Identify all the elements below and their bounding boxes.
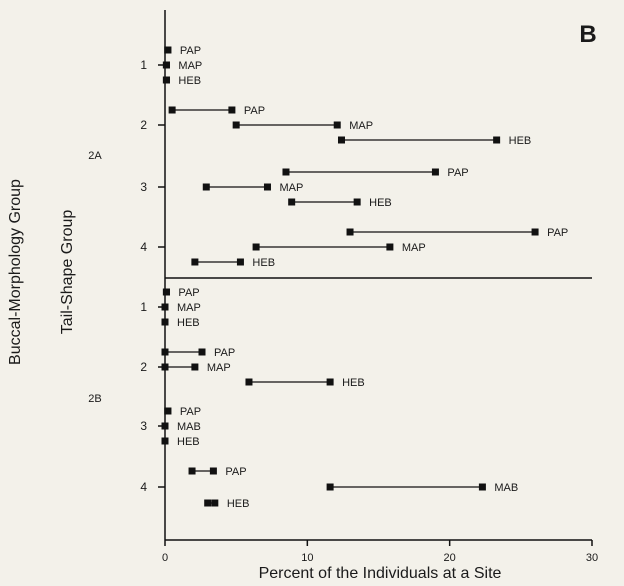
subgroup-label: 4 (140, 240, 147, 254)
series-label: PAP (447, 167, 468, 179)
subgroup-label: 2 (140, 360, 147, 374)
y-axis-title-outer: Buccal-Morphology Group (7, 179, 24, 365)
x-tick-label: 10 (301, 552, 313, 564)
range-max-marker (161, 422, 169, 430)
range-min-marker (346, 228, 354, 236)
range-min-marker (288, 198, 296, 206)
series-label: MAB (177, 421, 201, 433)
range-min-marker (202, 183, 210, 191)
group-label: 2B (88, 393, 101, 405)
range-max-marker (198, 348, 206, 356)
range-max-marker (211, 499, 219, 507)
range-max-marker (531, 228, 539, 236)
y-axis-title-inner: Tail-Shape Group (59, 210, 76, 335)
range-max-marker (164, 407, 172, 415)
x-axis-title: Percent of the Individuals at a Site (259, 565, 502, 582)
range-min-marker (252, 243, 260, 251)
subgroup-label: 1 (140, 58, 147, 72)
series-label: HEB (342, 377, 365, 389)
series-label: MAP (178, 60, 202, 72)
range-max-marker (493, 136, 501, 144)
series-label: PAP (214, 347, 235, 359)
series-label: HEB (227, 498, 250, 510)
range-max-marker (161, 437, 169, 445)
range-min-marker (232, 121, 240, 129)
subgroup-label: 1 (140, 300, 147, 314)
range-max-marker (326, 378, 334, 386)
series-label: MAP (279, 182, 303, 194)
series-label: HEB (178, 75, 201, 87)
range-min-marker (337, 136, 345, 144)
series-label: PAP (547, 227, 568, 239)
series-label: MAB (494, 482, 518, 494)
range-min-marker (161, 348, 169, 356)
series-label: MAP (177, 302, 201, 314)
series-label: PAP (180, 406, 201, 418)
range-max-marker (191, 363, 199, 371)
group-label: 2A (88, 150, 102, 162)
series-label: MAP (207, 362, 231, 374)
x-tick-label: 30 (586, 552, 598, 564)
range-max-marker (431, 168, 439, 176)
range-max-marker (236, 258, 244, 266)
range-max-marker (263, 183, 271, 191)
range-min-marker (245, 378, 253, 386)
range-min-marker (161, 363, 169, 371)
range-max-marker (386, 243, 394, 251)
range-min-marker (204, 499, 212, 507)
range-max-marker (209, 467, 217, 475)
series-label: HEB (177, 317, 200, 329)
range-max-marker (161, 318, 169, 326)
series-label: PAP (180, 45, 201, 57)
x-tick-label: 0 (162, 552, 168, 564)
range-max-marker (228, 106, 236, 114)
series-label: HEB (369, 197, 392, 209)
series-label: MAP (402, 242, 426, 254)
plot-area: 0 10 20 30 2A 1 PAP MAP HEB 2 PAP MAP HEB 3 PAP MAP HEB 4… (88, 10, 598, 564)
panel-label: B (579, 21, 596, 48)
range-max-marker (333, 121, 341, 129)
subgroup-label: 3 (140, 180, 147, 194)
subgroup-label: 2 (140, 118, 147, 132)
series-label: HEB (509, 135, 532, 147)
range-min-marker (326, 483, 334, 491)
series-label: HEB (177, 436, 200, 448)
range-max-marker (478, 483, 486, 491)
subgroup-label: 3 (140, 419, 147, 433)
range-max-marker (353, 198, 361, 206)
series-label: MAP (349, 120, 373, 132)
series-label: PAP (244, 105, 265, 117)
range-max-marker (162, 288, 170, 296)
range-min-marker (188, 467, 196, 475)
range-max-marker (162, 76, 170, 84)
range-max-marker (162, 61, 170, 69)
series-label: HEB (252, 257, 275, 269)
range-min-marker (282, 168, 290, 176)
range-max-marker (164, 46, 172, 54)
range-min-marker (168, 106, 176, 114)
x-tick-label: 20 (444, 552, 456, 564)
range-max-marker (161, 303, 169, 311)
range-min-marker (191, 258, 199, 266)
subgroup-label: 4 (140, 480, 147, 494)
series-label: PAP (178, 287, 199, 299)
series-label: PAP (225, 466, 246, 478)
